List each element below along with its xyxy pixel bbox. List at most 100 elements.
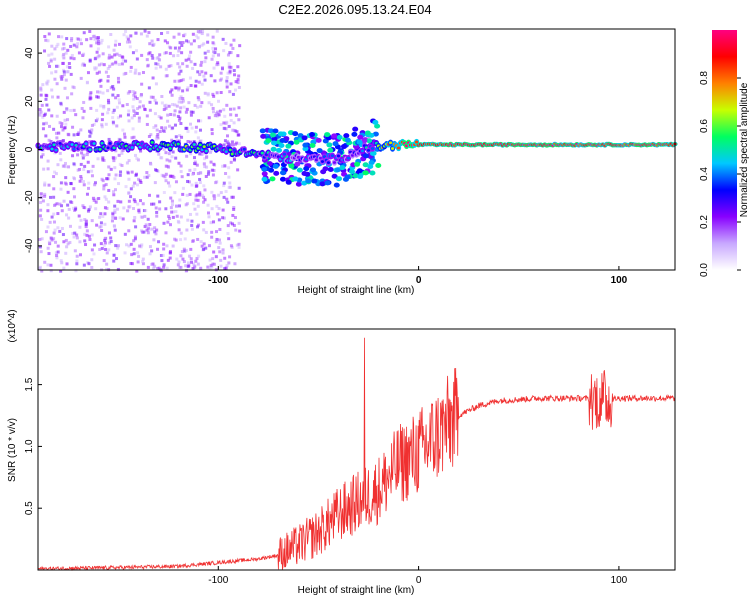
spectrogram-cell [111,215,115,219]
spectrogram-cell [166,113,170,117]
spectrogram-cell [193,264,197,268]
spectrogram-cell [56,212,60,216]
spectrogram-cell [179,122,183,126]
spectrogram-cell [64,251,68,255]
spectrogram-cell [210,235,214,239]
spectrogram-cell [118,101,122,105]
spectrogram-cell [125,161,129,165]
spectrogram-cell [322,166,329,172]
spectrogram-cell [86,150,90,154]
spectrogram-cell [39,250,43,254]
spectrogram-cell [99,41,103,45]
spectrogram-cell [57,35,61,39]
spectrogram-cell [226,53,230,57]
spectrogram-cell [47,53,51,57]
spectrogram-cell [62,240,66,244]
spectrogram-cell [235,141,239,145]
spectrogram-cell [79,162,83,166]
spectrogram-cell [227,166,231,170]
spectrogram-cell [156,247,160,251]
spectrogram-cell [137,254,141,258]
snr-plot-area [38,329,675,570]
spectrogram-cell [158,207,162,211]
spectrogram-cell [56,163,60,167]
spectrogram-cell [109,236,113,240]
spectrogram-cell [154,206,158,210]
spectrogram-cell [188,168,192,172]
spectrogram-cell [151,95,155,99]
spectrogram-cell [273,170,280,176]
spectrogram-cell [216,53,220,57]
spectrogram-cell [124,29,128,33]
spectrogram-cell [82,63,86,67]
spectrogram-cell [76,42,80,46]
spectrogram-cell [183,237,187,241]
spectrogram-cell [309,132,316,138]
spectrogram-cell [230,152,234,156]
spectrogram-cell [237,186,241,190]
spectrogram-cell [55,114,59,118]
spectrogram-cell [326,161,331,165]
spectrogram-cell [164,51,168,55]
spectrogram-cell [54,240,58,244]
spectrogram-cell [55,256,59,260]
spectrogram-cell [62,266,66,270]
spectrogram-cell [46,246,50,250]
spectrogram-cell [209,221,213,225]
spectrogram-cell [159,65,163,69]
spectrogram-cell [74,113,78,117]
spectrogram-cell [177,139,181,143]
spectrogram-cell [198,152,202,156]
spectrogram-cell [203,157,207,161]
spectrogram-cell [85,233,89,237]
spectrogram-cell [115,52,119,56]
spectrogram-cell [229,51,233,55]
spectrogram-cell [112,146,116,150]
spectrogram-cell [236,81,240,85]
spectrogram-cell [276,147,283,153]
spectrogram-cell [56,64,60,68]
spectrogram-cell [196,225,200,229]
spectrogram-cell [226,200,230,204]
spectrogram-cell [196,119,200,123]
spectrogram-cell [196,141,200,145]
spectrogram-cell [167,64,171,68]
spectrogram-cell [214,181,218,185]
spectrogram-cell [226,141,230,145]
spectrogram-cell [49,140,53,144]
spectrogram-cell [61,233,65,237]
spectrogram-cell [210,265,214,269]
spectrogram-cell [195,193,199,197]
spectrogram-cell [231,195,235,199]
spectrogram-cell [124,185,128,189]
spectrogram-cell [294,161,301,167]
spectrogram-cell [233,216,237,220]
spectrogram-cell [216,61,220,65]
spectrogram-cell [229,244,233,248]
spectrogram-cell [236,168,240,172]
spectrogram-cell [194,181,198,185]
spectrogram-cell [158,200,162,204]
spectrogram-cell [356,139,363,145]
spectrogram-cell [96,157,100,161]
spectrogram-cell [218,250,222,254]
spectrogram-cell [107,231,111,235]
spectrogram-cell [56,42,60,46]
spectrogram-cell [65,37,69,41]
spectrogram-cell [225,197,229,201]
spectrogram-cell [70,53,74,57]
spectrogram-cell [133,71,137,75]
spectrogram-cell [168,223,172,227]
spectrogram-cell [195,212,199,216]
spectrogram-cell [163,175,167,179]
spectrogram-cell [85,38,89,42]
spectrogram-cell [43,49,47,53]
spectrogram-cell [52,212,56,216]
spectrogram-cell [87,234,91,238]
spectrogram-cell [94,119,98,123]
spectrogram-cell [41,153,45,157]
spectrogram-cell [103,238,107,242]
spectrogram-cell [237,245,241,249]
spectrogram-cell [91,164,95,168]
spectrogram-cell [148,42,152,46]
